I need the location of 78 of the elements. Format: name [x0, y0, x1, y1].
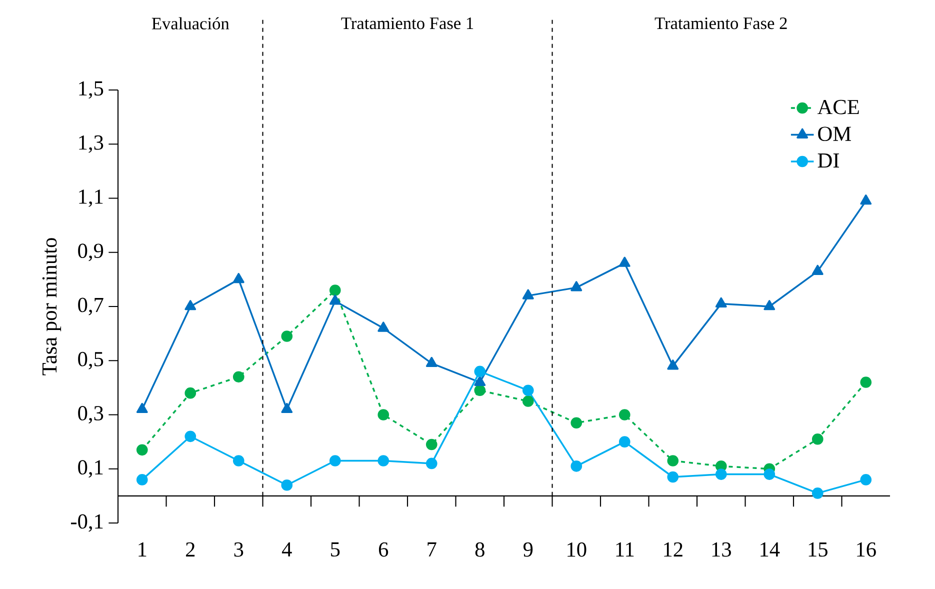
point	[426, 458, 438, 470]
y-tick-label: 1,5	[79, 81, 104, 99]
point	[522, 384, 534, 396]
y-tick-label: 1,1	[79, 190, 103, 207]
point	[860, 474, 872, 486]
point	[715, 468, 727, 480]
point	[764, 300, 776, 310]
legend-label: ACE	[817, 100, 859, 114]
point	[136, 402, 148, 414]
x-tick-label: 14	[760, 542, 780, 556]
y-tick-label: 0,1	[78, 460, 103, 478]
x-tick-label: 11	[616, 542, 634, 556]
y-tick-label: 0,9	[78, 244, 104, 262]
x-tick-label: 3	[234, 542, 244, 557]
legend-label: OM	[818, 126, 851, 142]
point	[378, 455, 390, 466]
y-tick-label: 0,3	[78, 406, 104, 424]
point	[184, 387, 196, 399]
text: Tratamiento Fase 1	[341, 18, 474, 30]
point	[618, 256, 630, 267]
x-tick-label: 4	[282, 542, 292, 556]
x-tick-label: 16	[857, 542, 876, 557]
point	[329, 284, 341, 296]
x-tick-label: 5	[331, 542, 340, 557]
point	[281, 330, 293, 342]
point	[474, 366, 486, 378]
x-tick-label: 8	[475, 542, 484, 557]
text: Evaluación	[152, 17, 230, 30]
point	[426, 438, 438, 450]
point	[281, 479, 293, 491]
point	[136, 474, 148, 486]
point	[667, 360, 679, 370]
point	[232, 272, 244, 284]
x-tick-label: 15	[808, 542, 828, 557]
point	[329, 294, 341, 305]
y-axis-title: Tasa por minuto	[42, 238, 62, 376]
point	[667, 455, 679, 466]
y-tick-label: -0,1	[70, 514, 103, 532]
point	[184, 300, 196, 310]
point	[667, 471, 679, 483]
point	[764, 468, 776, 480]
point	[232, 455, 244, 466]
y-tick-label: 0,5	[78, 352, 104, 370]
x-tick-label: 9	[523, 542, 533, 557]
point	[618, 409, 630, 420]
point	[812, 433, 824, 445]
point	[522, 396, 534, 407]
point	[378, 409, 390, 420]
x-tick-label: 2	[186, 542, 195, 557]
x-tick-label: 13	[712, 542, 731, 557]
point	[860, 194, 872, 205]
point	[474, 376, 486, 386]
legend-label: DI	[818, 154, 840, 168]
point	[812, 264, 824, 275]
point	[474, 384, 486, 396]
y-tick-label: 1,3	[79, 135, 104, 153]
point	[715, 297, 727, 308]
point	[570, 281, 582, 292]
point	[232, 371, 244, 383]
x-tick-label: 12	[664, 542, 682, 557]
x-tick-label: 1	[138, 542, 146, 556]
point	[812, 488, 824, 499]
point	[136, 444, 148, 456]
point	[860, 376, 872, 388]
point	[329, 455, 341, 466]
point	[570, 460, 582, 472]
x-tick-label: 6	[378, 542, 388, 557]
point	[570, 417, 582, 429]
point	[618, 436, 630, 448]
point	[378, 322, 390, 332]
point	[184, 430, 196, 442]
point	[281, 402, 293, 414]
x-tick-label: 7	[428, 542, 436, 556]
text: Tratamiento Fase 2	[654, 18, 787, 30]
point	[522, 289, 534, 300]
point	[426, 356, 438, 367]
x-tick-label: 10	[568, 542, 586, 557]
y-tick-label: 0,7	[78, 298, 104, 316]
